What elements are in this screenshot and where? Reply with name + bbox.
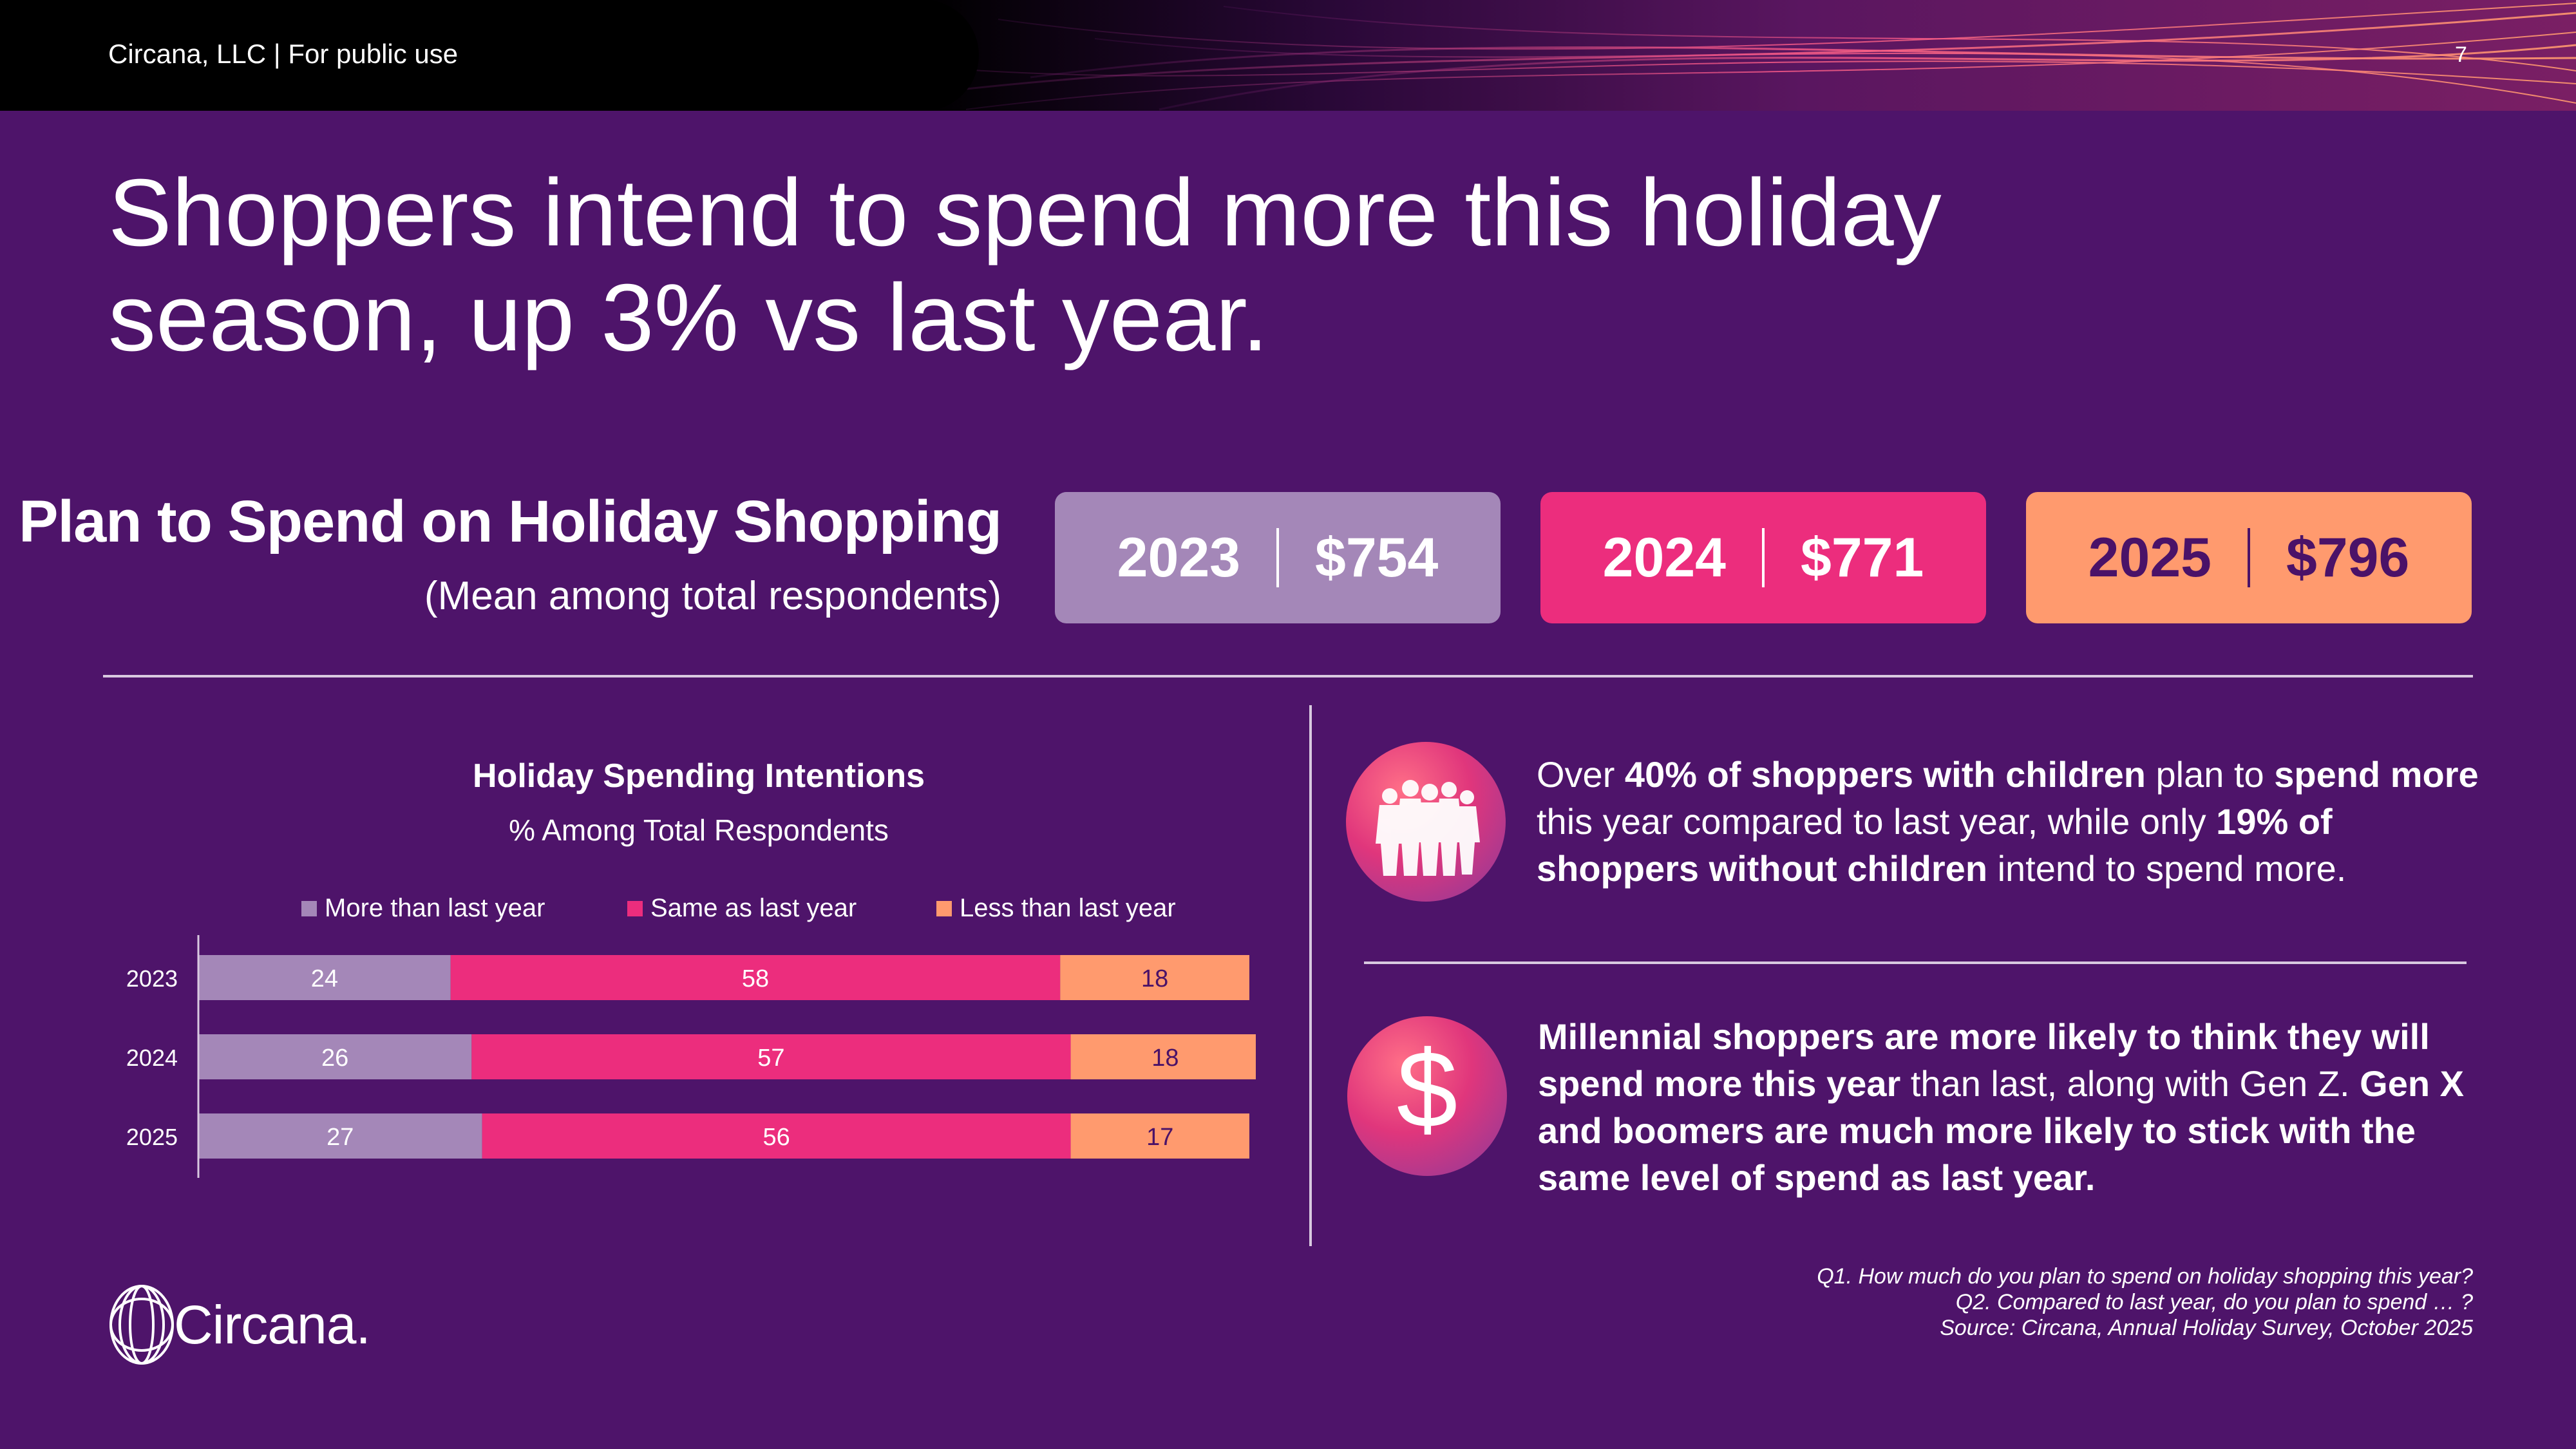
legend-swatch-more — [301, 900, 317, 916]
data-label: 26 — [321, 1045, 348, 1072]
data-label: 18 — [1151, 1045, 1179, 1072]
insight-bold: 19% of shoppers without children — [1537, 801, 2333, 889]
bar-segment — [482, 1113, 1071, 1159]
chart-subtitle: % Among Total Respondents — [509, 813, 889, 847]
header-label: Circana, LLC | For public use — [108, 39, 459, 69]
top-bar: Circana, LLC | For public use 7 — [0, 0, 2576, 111]
bar-segment — [198, 1113, 482, 1159]
dollar-glyph: $ — [1397, 1028, 1458, 1151]
pill-year: 2024 — [1602, 526, 1726, 589]
data-label: 24 — [311, 965, 338, 992]
insight-generations: Millennial shoppers are more likely to t… — [1538, 1013, 2491, 1201]
insight-text: plan to — [2145, 754, 2275, 795]
insight-children: Over 40% of shoppers with children plan … — [1537, 751, 2490, 892]
data-label: 56 — [762, 1124, 790, 1151]
column-divider — [1309, 705, 1312, 1246]
plan-title: Plan to Spend on Holiday Shopping — [19, 489, 1002, 554]
legend-label: More than last year — [325, 894, 545, 922]
pill-amount: $771 — [1801, 526, 1924, 589]
logo-mark-icon — [109, 1285, 174, 1365]
legend-label: Same as last year — [650, 894, 857, 922]
category-label: 2024 — [126, 1045, 178, 1071]
svg-text:$: $ — [1397, 1028, 1458, 1151]
people-silhouette — [1376, 780, 1480, 876]
insight-divider — [1364, 961, 2467, 964]
insight-text: than last, along with Gen Z. — [1900, 1063, 2360, 1104]
page-title: Shoppers intend to spend more this holid… — [108, 160, 1942, 371]
bar-segment — [1070, 1034, 1256, 1079]
spend-pill-2025: 2025 $796 — [2026, 492, 2472, 623]
legend-swatch-less — [936, 900, 952, 916]
spend-pill-2023: 2023 $754 — [1055, 492, 1501, 623]
footnote-q2: Q2. Compared to last year, do you plan t… — [1955, 1290, 2473, 1314]
plan-subtitle: (Mean among total respondents) — [424, 574, 1001, 618]
legend-more: More than last year — [301, 894, 545, 923]
data-label: 58 — [742, 965, 769, 992]
legend-label: Less than last year — [960, 894, 1176, 922]
page-number: 7 — [2455, 43, 2467, 67]
data-label: 18 — [1141, 965, 1168, 992]
pill-divider — [1276, 528, 1279, 587]
pill-divider — [2248, 528, 2250, 587]
data-label: 27 — [327, 1124, 354, 1151]
spend-pill-2024: 2024 $771 — [1540, 492, 1986, 623]
insight-bold: spend more — [2274, 754, 2479, 795]
decorative-streaks — [902, 3, 2576, 111]
insight-bold: 40% of shoppers with children — [1624, 754, 2146, 795]
category-label: 2023 — [126, 965, 178, 992]
footnote-source: Source: Circana, Annual Holiday Survey, … — [1940, 1316, 2473, 1340]
insight-bold: Gen X and boomers are much more likely t… — [1538, 1063, 2464, 1198]
dollar-sign-icon: $ — [1347, 1016, 1507, 1176]
stacked-bar-chart: 2023 24 58 18 2024 26 57 18 2025 27 56 17 — [126, 935, 1256, 1178]
bar-segment — [471, 1034, 1071, 1079]
bar-segment — [450, 955, 1061, 1000]
legend-same: Same as last year — [627, 894, 857, 923]
insight-text: intend to spend more. — [1987, 848, 2347, 889]
people-group-icon — [1346, 742, 1506, 902]
bar-segment — [198, 955, 451, 1000]
insight-bold: Millennial shoppers are more likely to t… — [1538, 1016, 2430, 1104]
bar-segment — [1060, 955, 1249, 1000]
circana-logo: Circana. — [103, 1283, 371, 1367]
data-label: 57 — [757, 1045, 784, 1072]
category-label: 2025 — [126, 1124, 178, 1150]
legend-less: Less than last year — [936, 894, 1176, 923]
pill-divider — [1762, 528, 1765, 587]
bar-segment — [1070, 1113, 1249, 1159]
legend-swatch-same — [627, 900, 643, 916]
footnote-q1: Q1. How much do you plan to spend on hol… — [1817, 1264, 2473, 1289]
pill-amount: $754 — [1315, 526, 1439, 589]
pill-amount: $796 — [2286, 526, 2410, 589]
insight-text: this year compared to last year, while o… — [1537, 801, 2217, 842]
pill-year: 2023 — [1117, 526, 1240, 589]
footnotes: Q1. How much do you plan to spend on hol… — [1817, 1264, 2473, 1341]
logo-wordmark: Circana. — [174, 1294, 371, 1355]
pill-year: 2025 — [2088, 526, 2211, 589]
section-divider — [103, 675, 2473, 677]
header-band — [0, 0, 979, 111]
data-label: 17 — [1146, 1124, 1173, 1151]
bar-segment — [198, 1034, 472, 1079]
insight-text: Over — [1537, 754, 1625, 795]
chart-title: Holiday Spending Intentions — [473, 757, 925, 795]
